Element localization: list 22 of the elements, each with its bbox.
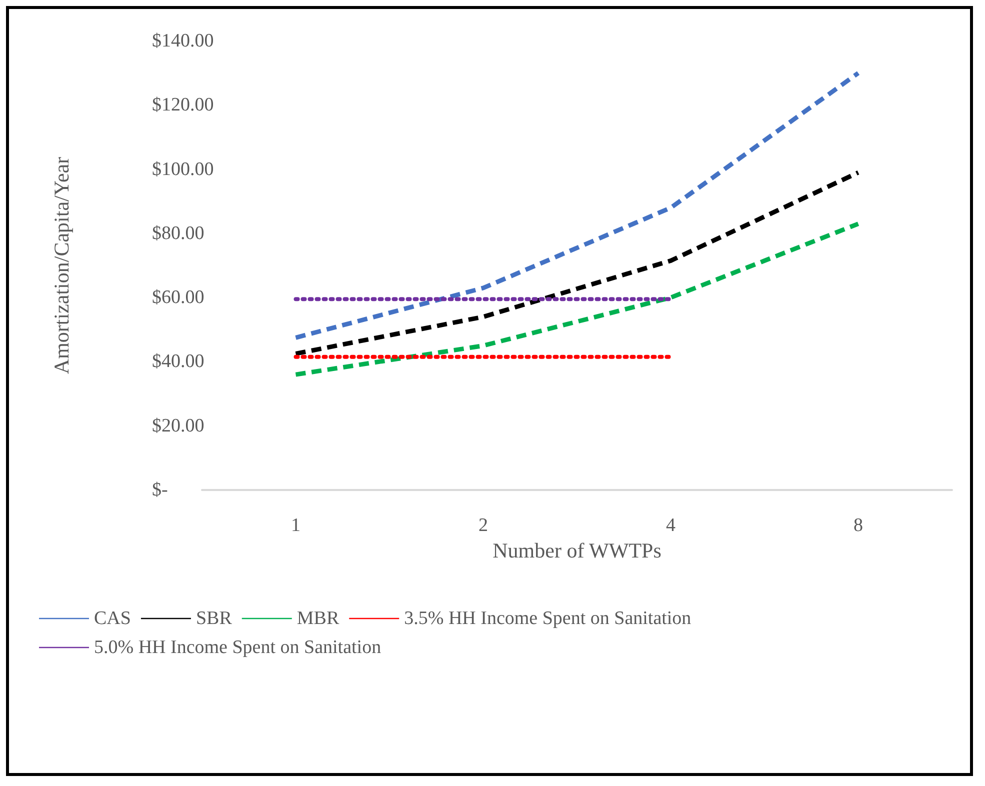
y-tick-label: $- xyxy=(152,480,168,500)
y-tick-label: $40.00 xyxy=(152,351,204,372)
x-tick-label: 1 xyxy=(291,515,300,536)
y-axis-title: Amortization/Capita/Year xyxy=(50,156,74,374)
line-series xyxy=(294,170,860,356)
legend-label: 3.5% HH Income Spent on Sanitation xyxy=(404,608,692,629)
y-tick-label: $20.00 xyxy=(152,415,204,436)
x-axis-title: Number of WWTPs xyxy=(492,538,662,562)
legend-label: CAS xyxy=(94,608,131,629)
y-tick-label: $60.00 xyxy=(152,287,204,308)
y-tick-label: $80.00 xyxy=(152,222,204,244)
legend-label: MBR xyxy=(296,608,340,629)
x-tick-label: 8 xyxy=(854,515,863,536)
y-tick-label: $100.00 xyxy=(152,158,214,180)
legend-label: 5.0% HH Income Spent on Sanitation xyxy=(94,637,382,658)
x-tick-label: 2 xyxy=(478,515,488,536)
x-tick-label: 4 xyxy=(666,515,676,536)
line-series xyxy=(294,70,860,340)
line-series xyxy=(294,222,860,377)
legend-label: SBR xyxy=(196,608,232,629)
y-tick-label: $120.00 xyxy=(152,94,214,116)
y-tick-label: $140.00 xyxy=(152,30,214,52)
